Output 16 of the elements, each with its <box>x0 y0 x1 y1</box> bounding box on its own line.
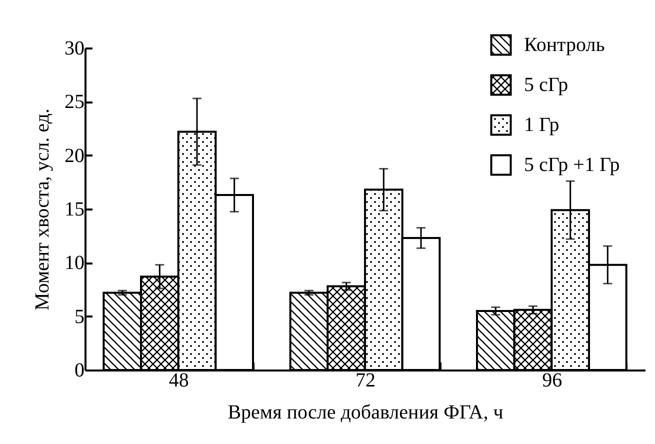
y-tick-label: 15 <box>64 198 84 220</box>
y-tick-label: 0 <box>74 360 84 382</box>
y-tick-label: 5 <box>74 306 84 328</box>
y-axis-title: Момент хвоста, усл. ед. <box>32 108 54 311</box>
x-axis-title: Время после добавления ФГА, ч <box>228 402 504 424</box>
y-tick-label: 20 <box>64 144 84 167</box>
x-tick-label: 72 <box>356 370 376 392</box>
legend-label: 1 Гр <box>524 114 560 136</box>
y-tick-label: 10 <box>64 252 84 274</box>
y-tick-label: 30 <box>64 38 84 60</box>
y-tick-label: 25 <box>64 91 84 114</box>
legend-label: 5 сГр +1 Гр <box>524 154 620 176</box>
legend-label: 5 сГр <box>524 74 568 96</box>
legend-label: Контроль <box>524 34 605 56</box>
x-tick-label: 48 <box>168 370 189 392</box>
x-tick-label: 96 <box>542 370 562 392</box>
